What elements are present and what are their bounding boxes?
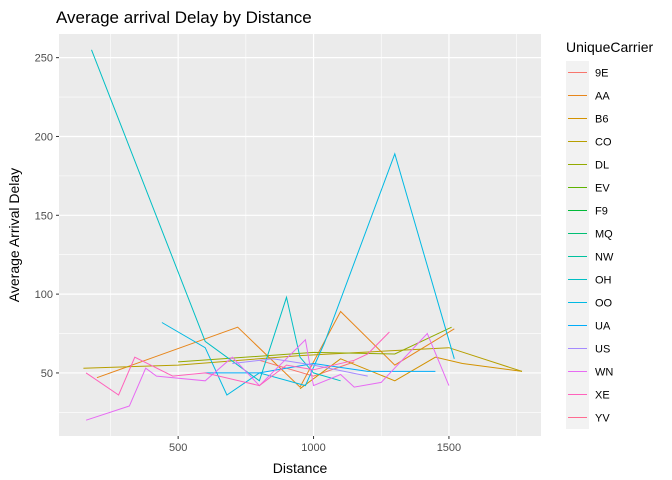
legend-item-label: AA (595, 91, 610, 103)
y-tick-label: 150 (35, 210, 53, 222)
x-tick-label: 500 (169, 442, 187, 454)
y-tick-label: 250 (35, 53, 53, 65)
y-tick-label: 50 (41, 368, 53, 380)
legend-item-label: WN (595, 367, 613, 379)
series-line-dl (178, 326, 452, 363)
legend-item-label: UA (595, 321, 611, 333)
legend-item-label: EV (595, 183, 610, 195)
series-line-ua (205, 362, 436, 374)
legend-item-label: CO (595, 137, 612, 149)
series-line-oh (91, 49, 341, 382)
y-tick-label: 200 (35, 131, 53, 143)
legend: UniqueCarrier 9E AA B6 CO DL EV F9 MQ NW OH OO UA US… (566, 39, 653, 429)
legend-item-label: US (595, 344, 610, 356)
x-tick-label: 1500 (437, 442, 461, 454)
legend-item-label: F9 (595, 206, 608, 218)
y-axis-ticks: 50 100 150 200 250 (35, 53, 59, 380)
legend-item-label: 9E (595, 68, 608, 80)
chart-title: Average arrival Delay by Distance (56, 8, 312, 27)
legend-title: UniqueCarrier (566, 39, 653, 55)
series-line-b6 (299, 356, 523, 390)
series-line-xe (85, 331, 390, 396)
legend-item-label: B6 (595, 114, 608, 126)
series-line-wn (85, 332, 450, 421)
legend-item-label: NW (595, 252, 614, 264)
series-line-oo (161, 152, 455, 396)
series-line-aa (96, 310, 455, 388)
grid-lines (59, 34, 541, 436)
legend-item-label: MQ (595, 229, 613, 241)
x-axis-title: Distance (273, 460, 328, 476)
legend-item-label: XE (595, 390, 610, 402)
legend-item-label: OH (595, 275, 612, 287)
legend-item-label: YV (595, 413, 610, 425)
legend-item-label: DL (595, 160, 609, 172)
y-tick-label: 100 (35, 289, 53, 301)
x-tick-label: 1000 (301, 442, 325, 454)
series-lines (83, 49, 523, 421)
plot-panel (59, 34, 541, 436)
y-axis-title: Average Arrival Delay (6, 168, 22, 302)
series-line-us (232, 358, 368, 377)
x-axis-ticks: 500 1000 1500 (169, 436, 461, 454)
legend-item-label: OO (595, 298, 613, 310)
